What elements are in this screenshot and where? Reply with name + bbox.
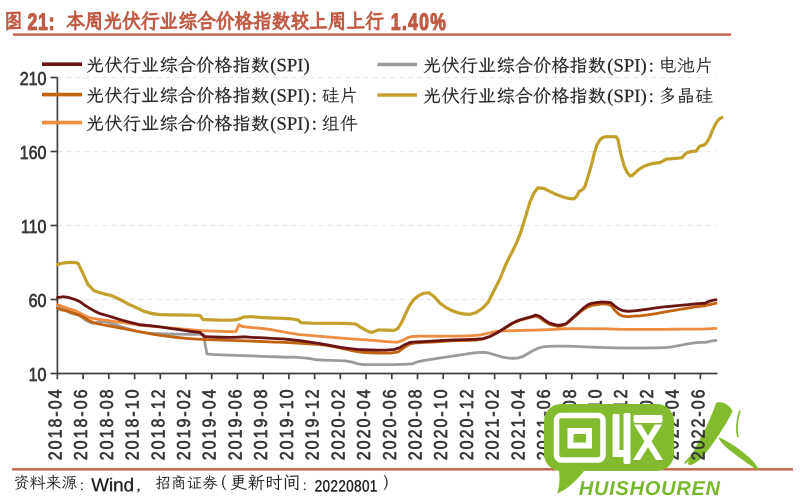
svg-text:2018-08: 2018-08 — [96, 388, 117, 461]
svg-text:2018-06: 2018-06 — [70, 388, 91, 461]
svg-text:2019-08: 2019-08 — [250, 388, 271, 461]
svg-text:2020-08: 2020-08 — [404, 388, 425, 461]
svg-text:60: 60 — [29, 290, 47, 311]
svg-text:2019-06: 2019-06 — [224, 388, 245, 461]
svg-text:110: 110 — [21, 216, 47, 237]
svg-text:2020-12: 2020-12 — [456, 388, 477, 461]
svg-text:2018-04: 2018-04 — [44, 388, 65, 461]
svg-text:2020-02: 2020-02 — [327, 388, 348, 461]
svg-text:2020-06: 2020-06 — [379, 388, 400, 461]
svg-text:210: 210 — [20, 68, 47, 89]
svg-text:2020-10: 2020-10 — [430, 388, 451, 461]
svg-text:2019-02: 2019-02 — [173, 388, 194, 461]
svg-text:2019-10: 2019-10 — [276, 388, 297, 461]
svg-text:2019-12: 2019-12 — [302, 388, 323, 461]
svg-text:2020-04: 2020-04 — [353, 388, 374, 461]
svg-text:2021-04: 2021-04 — [507, 388, 528, 461]
svg-text:10: 10 — [29, 364, 47, 385]
svg-text:2022-06: 2022-06 — [687, 388, 708, 461]
svg-text:2018-12: 2018-12 — [147, 388, 168, 461]
svg-text:2019-04: 2019-04 — [199, 388, 220, 461]
svg-text:2018-10: 2018-10 — [122, 388, 143, 461]
svg-text:2021-02: 2021-02 — [482, 388, 503, 461]
svg-text:160: 160 — [20, 142, 47, 163]
